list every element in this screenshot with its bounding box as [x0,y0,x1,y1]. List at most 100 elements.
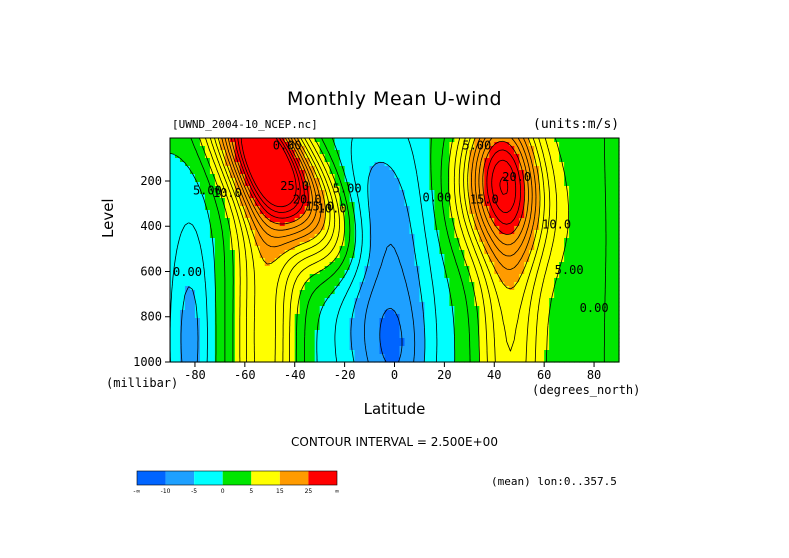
field-cell [504,346,510,351]
field-cell [584,306,590,311]
field-cell [499,234,505,239]
field-cell [459,258,465,263]
field-cell [599,338,605,343]
field-cell [489,146,495,151]
field-cell [264,334,271,339]
field-cell [549,298,555,303]
field-cell [569,246,575,251]
field-cell [304,334,311,339]
field-cell [384,198,391,203]
field-cell [214,178,221,183]
field-cell [514,162,520,167]
field-cell [499,138,505,143]
field-cell [264,170,271,175]
field-cell [554,174,560,179]
field-cell [424,350,431,355]
field-cell [524,318,530,323]
field-cell [499,170,505,175]
field-cell [594,178,600,183]
field-cell [594,194,600,199]
field-cell [244,250,251,255]
field-cell [204,222,211,227]
field-cell [309,306,316,311]
field-cell [254,322,261,327]
field-cell [404,246,411,251]
field-cell [524,190,530,195]
field-cell [504,270,510,275]
field-cell [359,346,366,351]
field-cell [444,138,450,143]
field-cell [334,350,341,355]
field-cell [244,342,251,347]
field-cell [604,322,610,327]
field-cell [309,170,316,175]
field-cell [574,258,580,263]
field-cell [264,190,271,195]
field-cell [464,334,470,339]
field-cell [259,258,266,263]
field-cell [369,234,376,239]
field-cell [229,266,236,271]
field-cell [419,258,426,263]
field-cell [444,254,450,259]
field-cell [449,258,455,263]
field-cell [474,258,480,263]
field-cell [604,170,610,175]
field-cell [374,238,381,243]
field-cell [529,234,535,239]
field-cell [324,190,331,195]
field-cell [324,154,331,159]
field-cell [389,158,396,163]
field-cell [429,146,436,151]
field-cell [384,234,391,239]
field-cell [344,186,351,191]
field-cell [474,278,480,283]
field-cell [349,206,356,211]
field-cell [524,326,530,331]
field-cell [249,310,256,315]
field-cell [409,174,416,179]
field-cell [354,222,361,227]
field-cell [414,294,421,299]
field-cell [414,166,421,171]
field-cell [389,218,396,223]
field-cell [304,262,311,267]
field-cell [594,298,600,303]
field-cell [544,330,550,335]
field-cell [170,358,176,363]
field-cell [594,174,600,179]
field-cell [239,274,246,279]
field-cell [584,262,590,267]
field-cell [239,322,246,327]
field-cell [264,150,271,155]
field-cell [204,190,211,195]
field-cell [224,162,231,167]
field-cell [324,222,331,227]
field-cell [404,334,411,339]
field-cell [324,166,331,171]
field-cell [549,214,555,219]
field-cell [170,322,176,327]
field-cell [524,146,530,151]
field-cell [449,226,455,231]
field-cell [514,290,520,295]
field-cell [469,210,475,215]
field-cell [254,282,261,287]
field-cell [584,298,590,303]
field-cell [409,282,416,287]
field-cell [519,290,525,295]
field-cell [284,258,291,263]
field-cell [594,150,600,155]
field-cell [509,174,515,179]
field-cell [199,266,206,271]
field-cell [264,314,271,319]
field-cell [174,138,181,143]
field-cell [509,270,515,275]
field-cell [214,314,221,319]
field-cell [289,146,296,151]
field-cell [394,246,401,251]
field-cell [459,146,465,151]
field-cell [424,238,431,243]
field-cell [444,262,450,267]
field-cell [489,318,495,323]
